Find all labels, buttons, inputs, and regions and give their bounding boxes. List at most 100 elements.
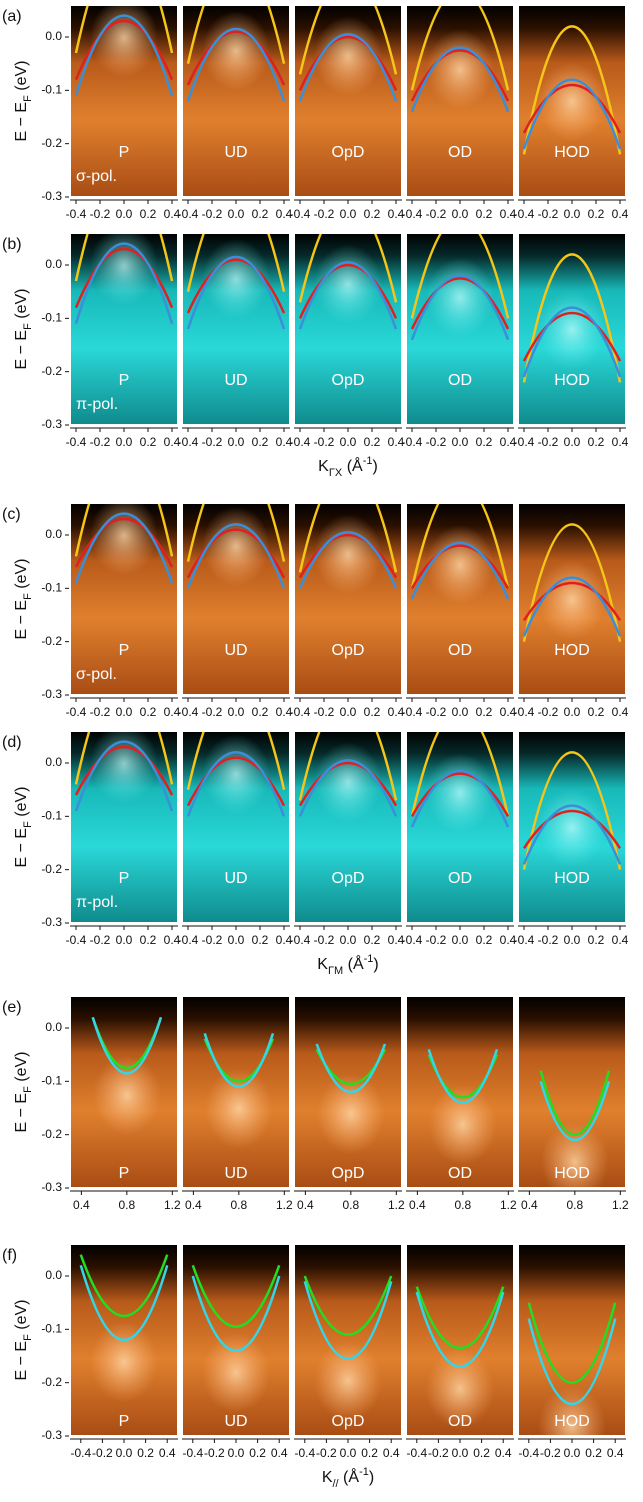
intensity-highlight (314, 514, 382, 595)
panel-frame (405, 4, 515, 198)
x-tick-label: -0.2 (202, 705, 223, 719)
panel-title: UD (224, 870, 247, 887)
band-curve (410, 544, 510, 589)
intensity-highlight (426, 29, 494, 110)
band-curve (298, 5, 398, 75)
x-tick-label: -0.2 (92, 1446, 113, 1460)
band-curve (522, 83, 622, 134)
panel-title: P (119, 870, 130, 887)
x-tick-label: 0.2 (476, 435, 493, 449)
panel-frame (293, 502, 403, 696)
x-axis-label-part: K (317, 956, 328, 973)
x-tick-label: -0.2 (314, 705, 335, 719)
intensity-highlight (426, 525, 494, 605)
x-tick-label: -0.4 (514, 705, 535, 719)
panel (406, 503, 514, 695)
panel-title: OD (448, 1165, 472, 1182)
x-tick-label: -0.4 (402, 435, 423, 449)
x-axis-label: KΓX (Å-1) (318, 455, 378, 479)
x-axis-label-part: // (332, 1478, 339, 1490)
x-tick-label: 0.2 (476, 207, 493, 221)
panel (518, 1244, 626, 1436)
panel-title: OpD (332, 1165, 365, 1182)
panel-title: P (119, 1165, 130, 1182)
x-tick-label: -0.4 (402, 933, 423, 947)
panel-frame (517, 995, 627, 1189)
band-curve (410, 731, 510, 817)
x-axis-label-part: ΓM (328, 965, 343, 977)
panel (294, 5, 402, 197)
x-axis-label-part: K (318, 458, 329, 475)
panel-frame (293, 1243, 403, 1437)
y-tick-label: -0.2 (41, 136, 62, 150)
x-tick-label: 0.4 (409, 1198, 426, 1212)
panel-title: P (119, 372, 130, 389)
x-tick-label: 0.0 (452, 933, 469, 947)
band-curve (79, 1254, 169, 1317)
x-tick-label: 0.4 (276, 435, 293, 449)
band-curve (186, 756, 286, 807)
band-curve (522, 78, 622, 150)
x-tick-label: 0.0 (116, 435, 133, 449)
x-tick-label: 0.0 (340, 705, 357, 719)
intensity-highlight (314, 1340, 382, 1421)
x-tick-label: 0.4 (612, 705, 629, 719)
intensity-highlight (314, 244, 382, 325)
panel-frame (405, 232, 515, 426)
y-axis-label-part: (eV) (13, 289, 30, 324)
band-curve (91, 1016, 163, 1075)
panel-title: HOD (554, 1165, 590, 1182)
panel (70, 5, 178, 197)
intensity-highlight (204, 1068, 273, 1149)
x-tick-label: 0.4 (276, 207, 293, 221)
panel-title: HOD (554, 870, 590, 887)
band-curve (527, 1302, 617, 1384)
panel-frame (405, 502, 515, 696)
band-curve (298, 233, 398, 303)
intensity-highlight (426, 1348, 494, 1429)
y-axis-label-part: F (22, 821, 34, 828)
intensity-highlight (90, 233, 158, 306)
intensity-highlight (314, 742, 382, 823)
x-tick-label: 0.4 (159, 1446, 176, 1460)
x-tick-label: 0.8 (118, 1198, 135, 1212)
y-axis-label: E − EF (eV) (13, 61, 34, 142)
x-tick-label: 0.4 (500, 705, 517, 719)
panel (294, 1244, 402, 1436)
band-curve (203, 1032, 275, 1088)
panel-frame (293, 995, 403, 1189)
x-tick-label: -0.2 (426, 435, 447, 449)
y-tick-label: 0.0 (45, 1020, 62, 1034)
y-axis-label-part: (eV) (13, 787, 30, 822)
panel-title: P (119, 642, 130, 659)
panel-title: OpD (332, 372, 365, 389)
panel-label: (b) (2, 236, 22, 253)
x-tick-label: 0.2 (473, 1446, 490, 1460)
band-curve (522, 311, 622, 362)
y-tick-label: -0.1 (41, 581, 62, 595)
intensity-highlight (202, 506, 270, 587)
band-curve (539, 1080, 611, 1142)
panel-frame (405, 995, 515, 1189)
band-curve (186, 233, 286, 292)
x-tick-label: -0.2 (426, 933, 447, 947)
y-axis-label-part: E − E (13, 330, 30, 370)
y-tick-label: -0.2 (41, 634, 62, 648)
panel (406, 233, 514, 425)
intensity-highlight (538, 787, 606, 868)
band-curve (298, 263, 398, 319)
panel-frame (69, 502, 179, 696)
x-tick-label: 0.4 (521, 1198, 538, 1212)
x-tick-label: 0.2 (140, 705, 157, 719)
panel-title: HOD (554, 1413, 590, 1430)
x-tick-label: -0.2 (202, 435, 223, 449)
intensity-highlight (92, 1055, 161, 1136)
x-tick-label: 0.8 (454, 1198, 471, 1212)
x-tick-label: 1.2 (276, 1198, 293, 1212)
x-axis-label-part: -1 (359, 1466, 369, 1478)
band-curve (74, 740, 174, 812)
x-tick-label: -0.4 (514, 933, 535, 947)
x-tick-label: -0.2 (538, 705, 559, 719)
panel-title: OpD (332, 1413, 365, 1430)
panel-title: OD (448, 144, 472, 161)
